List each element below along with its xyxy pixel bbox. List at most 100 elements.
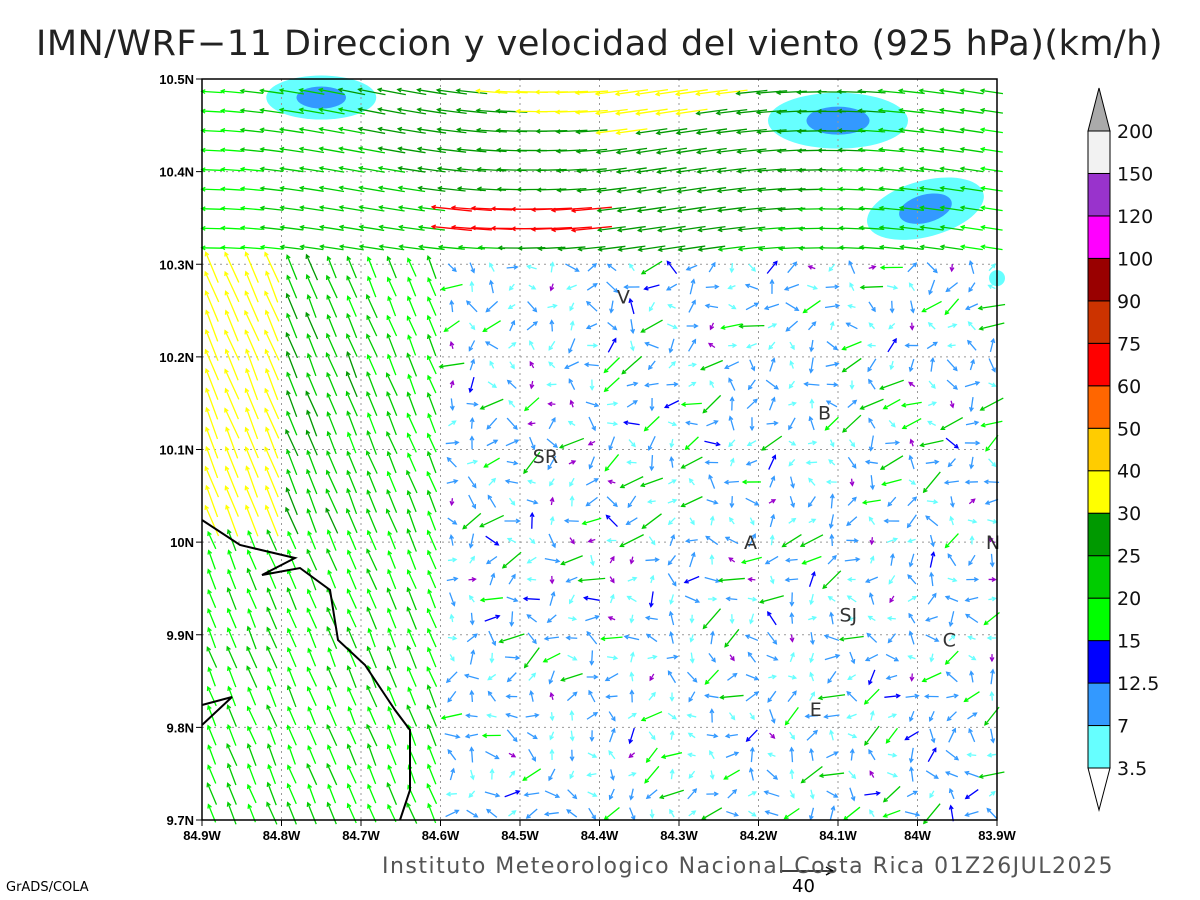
wind-vector-head [527,421,533,426]
wind-vector [882,478,902,486]
wind-vector-head [636,169,642,175]
wind-vector-head [318,126,324,132]
wind-vector [910,747,914,763]
wind-vector [676,89,708,95]
wind-vector-head [266,781,272,787]
wind-vector-head [655,130,661,136]
axis-ticks: 84.9W 84.8W 84.7W 84.6W 84.5W 84.4W 84.3W 84.2W… [159,72,1016,843]
wind-vector [728,439,736,447]
wind-vector [965,303,979,310]
wind-vector-head [227,568,232,575]
wind-vector [427,490,437,513]
wind-vector [736,89,768,95]
wind-vector [347,432,357,454]
wind-vector-head [224,407,229,413]
wind-vector-head [306,724,312,730]
wind-vector [868,516,876,526]
wind-vector-head [226,782,232,788]
wind-vector-head [809,639,815,646]
wind-vector-head [977,305,983,311]
wind-vector-head [345,370,351,377]
wind-vector [205,368,219,401]
wind-vector [697,167,727,173]
wind-vector-head [769,579,775,585]
wind-vector-head [853,538,859,544]
wind-vector [576,109,608,114]
wind-vector [347,530,357,551]
wind-vector [379,225,405,232]
wind-vector [366,509,378,533]
wind-vector [577,187,607,192]
wind-vector-head [387,550,393,556]
wind-vector [885,653,899,662]
wind-vector [919,89,945,95]
wind-vector-head [318,165,324,171]
wind-vector [246,646,258,669]
wind-vector-head [244,446,250,452]
wind-vector [960,128,984,134]
wind-vector-head [709,749,714,756]
wind-vector-head [904,735,910,741]
wind-vector-head [346,568,352,574]
wind-vector [347,627,357,649]
wind-vector-head [700,365,706,371]
wind-vector [698,245,726,251]
wind-vector [427,550,437,570]
wind-vector [221,168,243,172]
wind-vector-head [709,554,715,560]
colorbar-swatch [1087,342,1111,387]
wind-vector [347,765,357,784]
wind-vector-head [628,297,634,304]
wind-vector [287,531,297,550]
wind-vector [447,690,457,703]
wind-vector-head [347,725,352,731]
wind-vector-head [495,792,501,798]
wind-vector-head [909,325,915,331]
wind-vector-head [427,510,432,516]
wind-vector [586,631,598,645]
wind-vector [919,128,945,134]
wind-vector-head [735,110,741,116]
wind-vector [704,440,720,446]
wind-vector [867,358,877,372]
wind-vector-head [226,587,232,593]
wind-vector [387,628,397,648]
wind-vector [705,535,719,546]
wind-vector [285,332,299,359]
wind-vector [386,509,398,533]
wind-vector [338,108,366,115]
wind-vector-head [655,110,661,116]
wind-vector-head [990,263,996,269]
wind-vector [630,788,634,800]
wind-vector-head [878,225,884,231]
wind-vector-head [847,616,853,622]
wind-vector-head [879,465,886,470]
wind-vector-head [771,323,778,328]
wind-vector [286,293,298,320]
wind-vector-head [549,515,555,522]
wind-vector-head [426,432,432,438]
wind-vector-head [585,300,591,306]
wind-vector [432,225,472,232]
wind-vector [637,167,667,173]
wind-vector-head [367,706,372,712]
wind-vector-head [704,459,710,465]
wind-vector [590,554,594,566]
wind-vector [909,455,915,470]
wind-vector-head [569,495,575,501]
wind-vector [207,589,217,609]
city-label: V [617,287,630,309]
wind-vector-head [346,802,352,809]
wind-vector-head [266,529,272,535]
wind-vector [887,713,897,719]
wind-vector [866,461,878,464]
wind-vector [689,552,695,568]
wind-vector-head [612,401,619,407]
colorbar-label: 25 [1117,546,1141,568]
wind-vector [227,569,237,590]
wind-vector-head [868,748,873,755]
wind-vector-head [265,270,270,276]
wind-vector-head [709,774,715,780]
wind-vector-head [658,794,665,800]
wind-vector-head [908,381,914,387]
